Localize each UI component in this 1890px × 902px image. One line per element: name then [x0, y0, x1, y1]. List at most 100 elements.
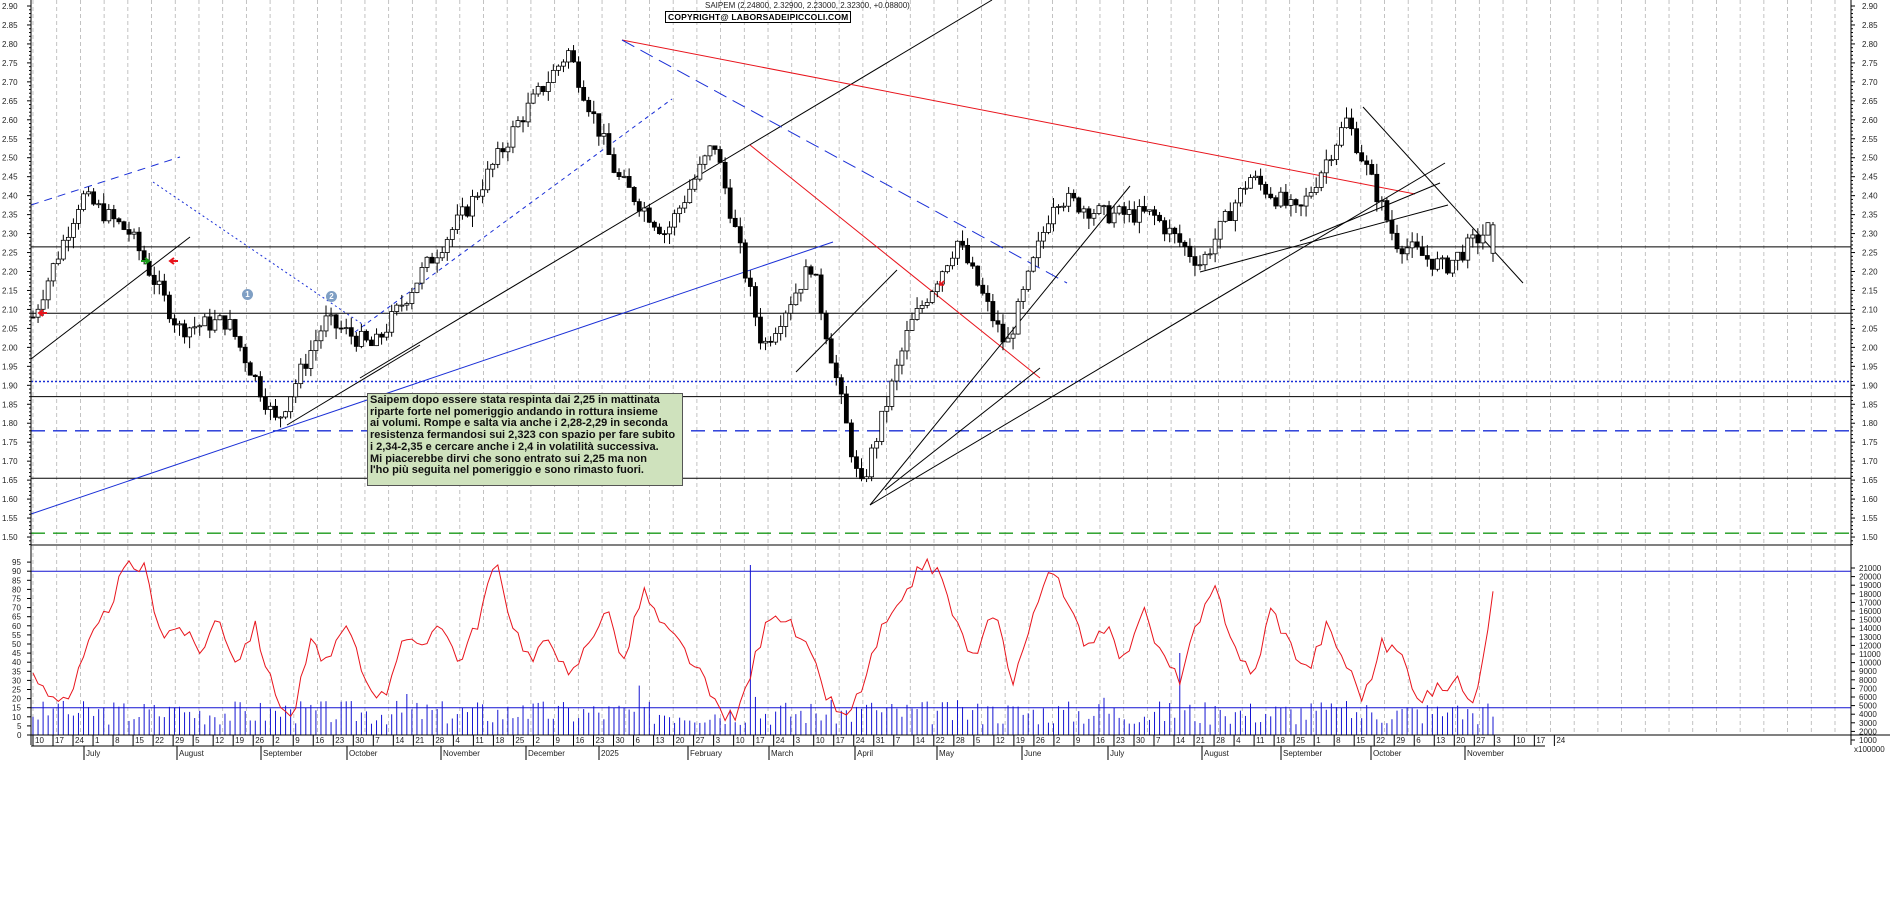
svg-text:28: 28: [956, 736, 965, 745]
svg-text:16: 16: [575, 736, 584, 745]
svg-text:17000: 17000: [1859, 598, 1882, 607]
svg-text:23: 23: [596, 736, 605, 745]
svg-text:7: 7: [1156, 736, 1161, 745]
svg-text:2.70: 2.70: [1862, 78, 1878, 87]
svg-text:2.55: 2.55: [2, 135, 18, 144]
svg-text:2.50: 2.50: [2, 154, 18, 163]
trend-lines: [30, 0, 1524, 515]
svg-text:24: 24: [1556, 736, 1565, 745]
svg-text:11000: 11000: [1859, 650, 1881, 659]
svg-text:27: 27: [696, 736, 705, 745]
svg-text:1.50: 1.50: [2, 533, 18, 542]
svg-text:1.60: 1.60: [2, 495, 18, 504]
svg-text:10: 10: [35, 736, 44, 745]
svg-text:2.40: 2.40: [1862, 192, 1878, 201]
svg-text:28: 28: [435, 736, 444, 745]
svg-text:75: 75: [12, 595, 21, 604]
svg-text:2.55: 2.55: [1862, 135, 1878, 144]
svg-text:6: 6: [1416, 736, 1421, 745]
svg-text:14: 14: [916, 736, 925, 745]
svg-text:2.85: 2.85: [1862, 21, 1878, 30]
svg-text:7: 7: [896, 736, 901, 745]
svg-text:2.45: 2.45: [1862, 173, 1878, 182]
svg-text:2.00: 2.00: [1862, 343, 1878, 352]
annotation-note: Saipem dopo essere stata respinta dai 2,…: [367, 393, 683, 486]
svg-text:12000: 12000: [1859, 641, 1882, 650]
svg-text:3000: 3000: [1859, 719, 1877, 728]
note-line: l'ho più seguita nel pomeriggio e sono r…: [370, 464, 644, 477]
svg-text:24: 24: [776, 736, 785, 745]
svg-text:40: 40: [12, 658, 21, 667]
svg-text:2: 2: [1056, 736, 1061, 745]
svg-text:17: 17: [55, 736, 64, 745]
svg-text:15: 15: [135, 736, 144, 745]
svg-text:21000: 21000: [1859, 564, 1882, 573]
svg-text:1.70: 1.70: [2, 457, 18, 466]
svg-text:April: April: [857, 749, 873, 758]
svg-text:1.55: 1.55: [1862, 514, 1878, 523]
svg-text:0: 0: [17, 731, 22, 740]
svg-text:26: 26: [1036, 736, 1045, 745]
signal-arrows: [37, 257, 945, 317]
note-line: resistenza fermandosi sui 2,323 con spaz…: [370, 429, 676, 442]
svg-text:1: 1: [1316, 736, 1321, 745]
svg-text:18: 18: [1276, 736, 1285, 745]
svg-text:25: 25: [12, 686, 21, 695]
svg-text:1.65: 1.65: [1862, 476, 1878, 485]
svg-text:19000: 19000: [1859, 581, 1882, 590]
svg-text:1.75: 1.75: [1862, 438, 1878, 447]
svg-text:85: 85: [12, 576, 21, 585]
svg-text:3: 3: [796, 736, 801, 745]
svg-text:20: 20: [1456, 736, 1465, 745]
svg-text:2000: 2000: [1859, 727, 1877, 736]
svg-text:16000: 16000: [1859, 607, 1882, 616]
svg-text:29: 29: [175, 736, 184, 745]
marker-2-icon: 2: [326, 291, 337, 302]
svg-text:2.65: 2.65: [1862, 97, 1878, 106]
svg-text:10: 10: [12, 713, 21, 722]
svg-text:2.35: 2.35: [2, 211, 18, 220]
svg-text:15000: 15000: [1859, 616, 1882, 625]
svg-text:31: 31: [876, 736, 885, 745]
svg-text:55: 55: [12, 631, 21, 640]
svg-text:17: 17: [1536, 736, 1545, 745]
svg-text:80: 80: [12, 585, 21, 594]
svg-text:1.85: 1.85: [1862, 400, 1878, 409]
svg-text:50: 50: [12, 640, 21, 649]
svg-text:18000: 18000: [1859, 590, 1882, 599]
svg-text:21: 21: [415, 736, 424, 745]
svg-text:September: September: [263, 749, 302, 758]
svg-text:2.80: 2.80: [2, 40, 18, 49]
svg-text:1.50: 1.50: [1862, 533, 1878, 542]
svg-text:2.70: 2.70: [2, 78, 18, 87]
svg-text:13: 13: [1436, 736, 1445, 745]
svg-text:9: 9: [1076, 736, 1081, 745]
svg-text:6000: 6000: [1859, 693, 1877, 702]
svg-text:7: 7: [375, 736, 380, 745]
svg-text:9000: 9000: [1859, 667, 1877, 676]
horizontal-levels: [31, 246, 1851, 534]
svg-text:30: 30: [12, 676, 21, 685]
oscillator-volume-pane: [31, 557, 1851, 735]
svg-text:1.90: 1.90: [2, 381, 18, 390]
svg-text:2.05: 2.05: [1862, 324, 1878, 333]
svg-text:13000: 13000: [1859, 633, 1882, 642]
svg-text:10000: 10000: [1859, 659, 1882, 668]
svg-text:2: 2: [535, 736, 540, 745]
svg-text:1.60: 1.60: [1862, 495, 1878, 504]
svg-text:2.20: 2.20: [2, 268, 18, 277]
svg-text:23: 23: [1116, 736, 1125, 745]
svg-text:2.80: 2.80: [1862, 40, 1878, 49]
svg-text:1.80: 1.80: [2, 419, 18, 428]
svg-text:2.45: 2.45: [2, 173, 18, 182]
svg-text:1.85: 1.85: [2, 400, 18, 409]
svg-text:3: 3: [716, 736, 721, 745]
svg-text:8000: 8000: [1859, 676, 1877, 685]
svg-text:2: 2: [275, 736, 280, 745]
svg-text:June: June: [1024, 749, 1042, 758]
svg-text:26: 26: [255, 736, 264, 745]
svg-text:16: 16: [1096, 736, 1105, 745]
svg-text:2.30: 2.30: [1862, 230, 1878, 239]
svg-text:6: 6: [636, 736, 641, 745]
svg-text:2.05: 2.05: [2, 324, 18, 333]
